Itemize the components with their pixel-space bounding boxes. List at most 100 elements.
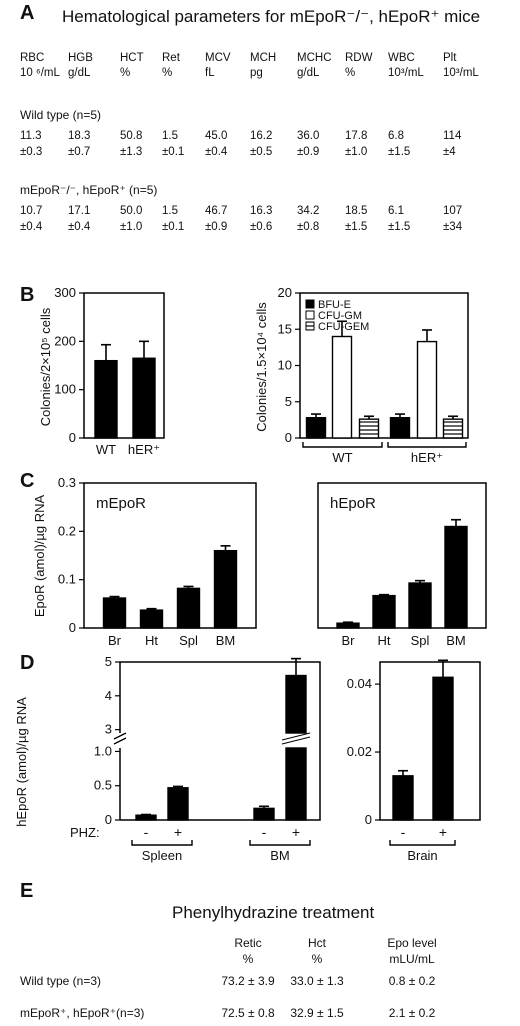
plot-frame	[379, 661, 481, 821]
sd-value: ±0.7	[68, 146, 91, 158]
sd-value: ±0.8	[297, 221, 320, 233]
y-axis-label: Colonies/1.5×10⁴ cells	[254, 302, 269, 432]
panel-c-letter: C	[20, 470, 35, 492]
sd-value: ±0.9	[205, 221, 228, 233]
c-left-ytick-1: 0.1	[58, 572, 76, 587]
bar-cfu-gem	[358, 418, 380, 439]
bar	[408, 582, 432, 629]
sd-value: ±1.3	[120, 146, 143, 158]
mean-value: 114	[443, 130, 462, 142]
e-col-unit: mLU/mL	[389, 952, 435, 966]
group-wt-bracket	[302, 442, 383, 448]
sd-value: ±0.1	[162, 221, 185, 233]
chart-title: mEpoR	[96, 495, 146, 512]
d-right-ytick-0: 0	[365, 812, 372, 827]
plot-frame	[83, 292, 165, 439]
sd-value: ±1.0	[120, 221, 143, 233]
c-left-ytick-0: 0	[69, 620, 76, 635]
sd-value: ±0.4	[20, 221, 43, 233]
treatment-label: +	[439, 824, 447, 840]
col-header-plt: Plt	[443, 52, 457, 64]
mean-value: 107	[443, 205, 463, 217]
factor-label: PHZ:	[70, 825, 100, 840]
mean-value: 1.5	[162, 205, 178, 217]
x-tick-label: Spl	[179, 633, 198, 648]
legend-swatch	[305, 299, 315, 309]
sd-value: ±0.4	[68, 221, 91, 233]
e-col-header: Epo level	[387, 936, 437, 950]
col-unit-hct: %	[120, 67, 131, 79]
sd-value: ±0.6	[250, 221, 273, 233]
col-header-ret: Ret	[162, 52, 180, 64]
sd-value: ±0.9	[297, 146, 320, 158]
legend-swatch	[305, 321, 315, 331]
col-header-hgb: HGB	[68, 52, 93, 64]
bar-cfu-gem	[442, 418, 464, 439]
treatment-label: +	[292, 824, 300, 840]
bar-break-mark	[281, 732, 311, 745]
col-unit-plt: 10³/mL	[443, 67, 479, 79]
chart-d-left: 0 0.5 1.0 3 4 5 hEpoR (amol)/µg RNA - + - + PHZ: Spl…	[14, 654, 321, 863]
e-row-label: Wild type (n=3)	[20, 974, 102, 988]
sd-value: ±1.5	[345, 221, 368, 233]
sd-value: ±1.5	[388, 146, 411, 158]
panel-a-title: Hematological parameters for mEpoR⁻/⁻, h…	[62, 7, 481, 26]
b-left-ytick-1: 100	[54, 382, 76, 397]
bar	[285, 674, 307, 734]
chart-title: hEpoR	[330, 495, 376, 512]
panel-d-charts: 0 0.5 1.0 3 4 5 hEpoR (amol)/µg RNA - + - + PHZ: Spl…	[14, 654, 481, 863]
x-tick-label: Spl	[411, 633, 430, 648]
sd-value: ±0.3	[20, 146, 43, 158]
group-spleen-bracket	[131, 840, 193, 846]
y-axis-label: EpoR (amol)/µg RNA	[32, 494, 47, 617]
axis-break-mark	[113, 737, 127, 745]
x-tick-label: Ht	[378, 633, 391, 648]
mean-value: 17.1	[68, 205, 91, 217]
col-unit-rbc: 10 ⁶/mL	[20, 67, 60, 79]
mean-value: 50.8	[120, 130, 143, 142]
panel-b-letter: B	[20, 284, 35, 306]
col-header-hct: HCT	[120, 52, 144, 64]
group-label: mEpoR⁻/⁻, hEpoR⁺ (n=5)	[20, 183, 158, 197]
group-her-bracket	[387, 442, 467, 448]
e-cell-value: 33.0 ± 1.3	[290, 974, 344, 988]
x-tick-label: WT	[96, 442, 116, 457]
y-axis-label: Colonies/2×10⁵ cells	[38, 307, 53, 426]
mean-value: 6.1	[388, 205, 404, 217]
d-left-ytick-1: 0.5	[94, 778, 112, 793]
mean-value: 46.7	[205, 205, 228, 217]
mean-value: 16.3	[250, 205, 273, 217]
e-cell-value: 73.2 ± 3.9	[221, 974, 275, 988]
x-tick-label: Br	[342, 633, 356, 648]
bar	[167, 787, 189, 821]
treatment-label: -	[262, 824, 267, 840]
bar	[102, 597, 127, 629]
bar	[432, 676, 454, 821]
x-tick-label: BM	[216, 633, 236, 648]
b-right-ytick-0: 0	[285, 430, 292, 445]
x-tick-label: Ht	[145, 633, 158, 648]
c-left-ytick-3: 0.3	[58, 475, 76, 490]
group-bm-label: BM	[270, 848, 290, 863]
bar	[253, 807, 275, 821]
x-tick-label: hER⁺	[128, 442, 160, 457]
panel-a-letter: A	[20, 2, 35, 24]
bar	[135, 814, 157, 821]
group-her-label: hER⁺	[411, 450, 443, 465]
bar	[285, 747, 307, 821]
panel-e-title: Phenylhydrazine treatment	[172, 903, 375, 922]
sd-value: ±1.5	[388, 221, 411, 233]
e-cell-value: 72.5 ± 0.8	[221, 1006, 275, 1020]
c-left-ytick-2: 0.2	[58, 523, 76, 538]
plot-frame	[83, 482, 257, 629]
col-header-mch: MCH	[250, 52, 277, 64]
legend-swatch	[305, 310, 315, 320]
b-right-ytick-4: 20	[278, 285, 292, 300]
e-cell-value: 0.8 ± 0.2	[388, 974, 436, 988]
x-tick-label: Br	[108, 633, 122, 648]
mean-value: 17.8	[345, 130, 368, 142]
group-brain-label: Brain	[407, 848, 437, 863]
e-col-header: Retic	[234, 936, 262, 950]
d-left-ytick-0: 0	[105, 812, 112, 827]
